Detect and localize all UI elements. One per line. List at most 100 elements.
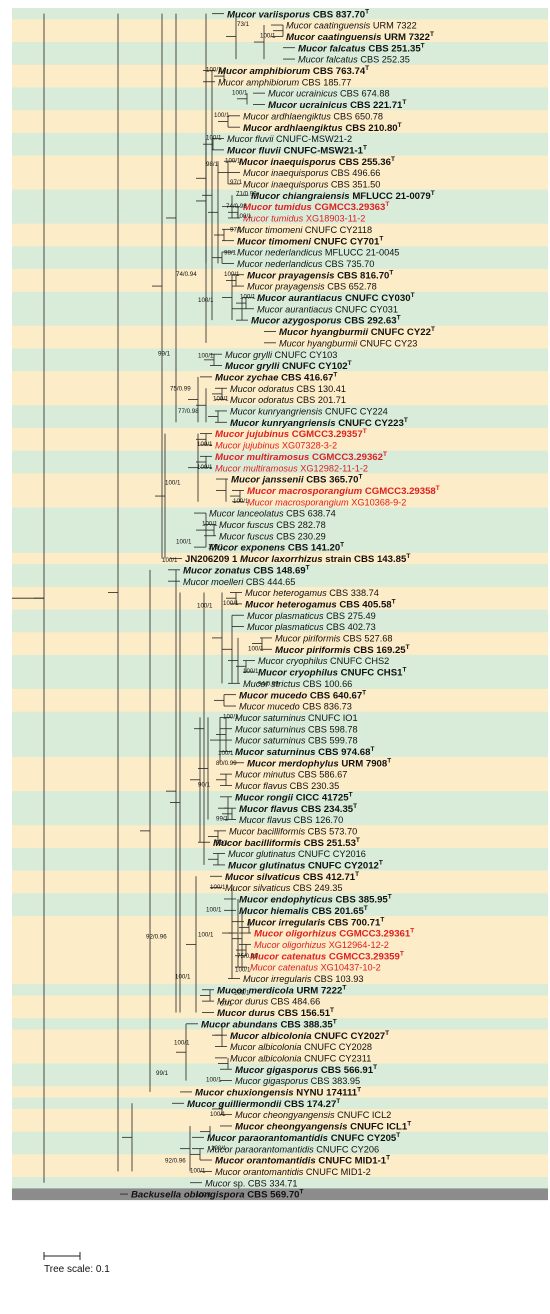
taxon-label: Mucor ardhlaengiktus CBS 210.80T: [243, 122, 402, 134]
taxon-label: Mucor saturninus CBS 598.78: [235, 724, 358, 734]
clade-band: [12, 961, 548, 974]
clade-band: [12, 1143, 548, 1155]
clade-band: [12, 496, 548, 508]
support-value: 100/1: [206, 67, 222, 74]
taxon-label: Mucor minutus CBS 586.67: [235, 770, 347, 780]
clade-band: [12, 757, 548, 769]
taxon-label: Mucor grylli CNUFC CY102T: [225, 360, 352, 372]
taxon-label: Mucor prayagensis CBS 816.70T: [247, 269, 393, 281]
clade-band: [12, 1108, 548, 1121]
taxon-label: Mucor plasmaticus CBS 275.49: [247, 611, 376, 621]
clade-band: [12, 462, 548, 474]
support-value: 100/1: [198, 353, 214, 360]
support-value: 100/1: [260, 33, 276, 40]
support-value: 67/1: [220, 1001, 233, 1008]
clade-band: [12, 382, 548, 395]
taxon-label: Mucor merdophylus URM 7908T: [247, 757, 391, 769]
taxon-label: Mucor caatinguensis URM 7322T: [286, 31, 434, 43]
clade-band: [12, 984, 548, 996]
support-value: 100/1: [240, 294, 256, 301]
clade-band: [12, 893, 548, 906]
clade-band: [12, 575, 548, 588]
taxon-label: Mucor catenatus CGMCC3.29359T: [250, 950, 404, 962]
support-value: 100/1: [248, 645, 264, 652]
taxon-label: Mucor rongii CICC 41725T: [235, 791, 353, 803]
clade-band: [12, 1131, 548, 1144]
taxon-label: Mucor janssenii CBS 365.70T: [231, 474, 362, 486]
clade-band: [12, 813, 548, 826]
clade-band: [12, 654, 548, 667]
clade-band: [12, 393, 548, 406]
clade-band: [12, 723, 548, 735]
taxon-label: Mucor lanceolatus CBS 638.74: [209, 509, 336, 519]
taxon-label: Mucor timomeni CNUFC CY701T: [237, 235, 383, 247]
taxon-label: Mucor piriformis CBS 527.68: [275, 634, 392, 644]
support-value: 75/0.99: [170, 386, 191, 393]
support-value: 100/1: [218, 750, 234, 757]
clade-band: [12, 859, 548, 871]
taxon-label: Mucor saturninus CBS 974.68T: [235, 746, 374, 758]
taxon-label: Mucor aurantiacus CNUFC CY030T: [257, 292, 415, 304]
support-value: 100/1: [210, 1111, 226, 1118]
support-value: 100/1: [190, 1168, 206, 1175]
clade-band: [12, 881, 548, 894]
clade-band: [12, 223, 548, 236]
clade-band: [12, 1074, 548, 1087]
taxon-label: Mucor tumidus CGMCC3.29363T: [243, 201, 389, 213]
taxon-label: Mucor silvaticus CBS 249.35: [225, 883, 342, 893]
clade-band: [12, 1165, 548, 1178]
clade-band: [12, 1154, 548, 1167]
clade-band: [12, 155, 548, 168]
taxon-label: Mucor gigasporus CBS 383.95: [235, 1076, 360, 1086]
taxon-label: Mucor bacilliformis CBS 251.53T: [213, 837, 360, 849]
taxon-label: Mucor silvaticus CBS 412.71T: [225, 871, 359, 883]
support-value: 90/1: [198, 782, 211, 789]
support-value: 100/1: [206, 135, 222, 142]
clade-band: [12, 484, 548, 497]
taxon-label: Mucor amphibiorum CBS 763.74T: [218, 65, 369, 77]
support-value: 74/0.94: [176, 271, 197, 278]
taxon-label: Mucor odoratus CBS 130.41: [230, 384, 346, 394]
clade-band: [12, 689, 548, 701]
taxon-label: Mucor ucrainicus CBS 221.71T: [268, 99, 406, 111]
clade-band: [12, 825, 548, 837]
support-value: 100/1: [206, 1077, 222, 1084]
taxon-label: Mucor irregularis CBS 700.71T: [247, 916, 384, 928]
taxon-label: Mucor aurantiacus CNUFC CY031: [257, 304, 398, 314]
taxon-label: Mucor albicolonia CNUFC CY2027T: [230, 1030, 389, 1042]
taxon-label: Mucor falcatus CBS 252.35: [298, 55, 410, 65]
taxon-label: Mucor moelleri CBS 444.65: [183, 577, 295, 587]
support-value: 100/1: [236, 213, 252, 220]
support-value: 100/1: [197, 441, 213, 448]
support-value: 100/1: [232, 89, 248, 96]
support-value: 77/0.98: [178, 408, 199, 415]
support-value: 100/1: [225, 157, 241, 164]
clade-band: [12, 632, 548, 644]
support-value: 100/1: [213, 396, 229, 403]
clade-band: [12, 291, 548, 304]
clade-band: [12, 802, 548, 815]
taxon-label: Mucor inaequisporus CBS 255.36T: [239, 156, 395, 168]
taxon-label: Mucor flavus CBS 234.35T: [239, 803, 357, 815]
taxon-label: Mucor glutinatus CNUFC CY2016: [228, 849, 366, 859]
taxon-label: Mucor odoratus CBS 201.71: [230, 395, 346, 405]
support-values: 73/1 100/1 100/1 100/1 100/1 100/1 98/1 100/1 97…: [146, 21, 279, 1198]
clade-band: [12, 791, 548, 803]
support-value: 100/1: [174, 1039, 190, 1046]
support-value: 100/1: [208, 543, 224, 550]
clade-band: [12, 927, 548, 940]
clade-band: [12, 541, 548, 554]
clade-band: [12, 564, 548, 576]
clade-band: [12, 847, 548, 860]
taxon-label: Mucor piriformis CBS 169.25T: [275, 644, 410, 656]
clade-band: [12, 212, 548, 225]
taxon-label: Mucor multiramosus CGMCC3.29362T: [215, 451, 387, 463]
taxon-label: Mucor plasmaticus CBS 402.73: [247, 622, 376, 632]
clade-band: [12, 530, 548, 542]
clade-band: [12, 643, 548, 656]
clade-band: [12, 904, 548, 917]
support-value: 73/1: [237, 21, 250, 28]
support-value: 100/1: [197, 602, 213, 609]
clade-band: [12, 405, 548, 417]
clade-band: [12, 620, 548, 633]
